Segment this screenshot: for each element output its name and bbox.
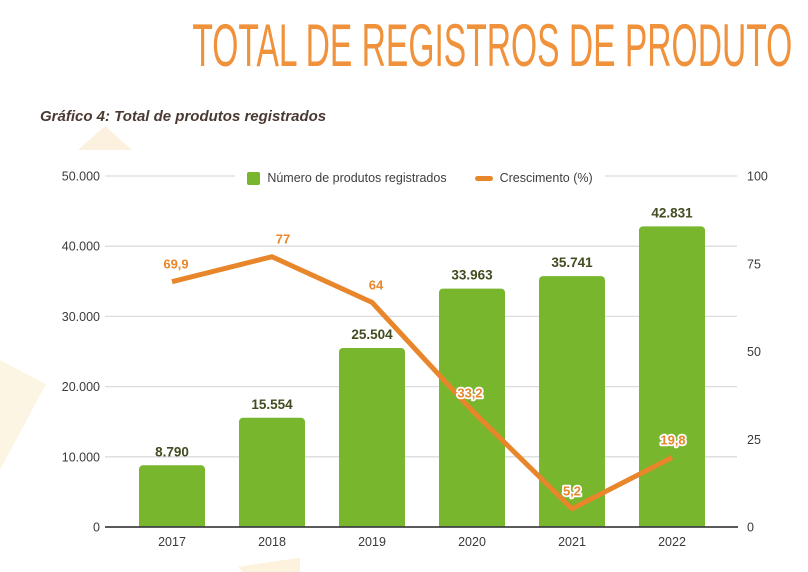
- bar-value-label: 35.741: [551, 255, 593, 270]
- right-axis-tick-label: 25: [747, 433, 761, 447]
- x-axis-category-label: 2019: [358, 535, 386, 549]
- x-axis-category-label: 2018: [258, 535, 286, 549]
- bar-2018[interactable]: [239, 417, 305, 533]
- bar-2019[interactable]: [339, 347, 405, 533]
- growth-line[interactable]: [171, 254, 674, 512]
- page-title: TOTAL DE REGISTROS DE PRODUTO: [192, 12, 792, 79]
- bar-2022[interactable]: [639, 226, 705, 533]
- right-axis-tick-label: 100: [747, 170, 768, 184]
- x-axis-category-label: 2020: [458, 535, 486, 549]
- line-value-label: 5,2: [563, 484, 581, 499]
- left-axis-tick-label: 0: [93, 521, 100, 535]
- line-value-label: 64: [369, 277, 384, 292]
- decorative-triangle: [78, 126, 132, 150]
- left-axis-tick-label: 10.000: [62, 450, 100, 464]
- legend-item-line: Crescimento (%): [474, 171, 593, 185]
- right-axis-tick-label: 75: [747, 257, 761, 271]
- right-axis-tick-label: 0: [747, 521, 754, 535]
- x-axis-category-label: 2022: [658, 535, 686, 549]
- line-value-label: 33,2: [457, 385, 482, 400]
- chart-legend: Número de produtos registrados Crescimen…: [40, 168, 800, 188]
- bar-2017[interactable]: [139, 465, 205, 533]
- left-axis-tick-label: 30.000: [62, 310, 100, 324]
- bar-2021[interactable]: [539, 276, 605, 533]
- left-axis-tick-label: 40.000: [62, 240, 100, 254]
- combo-chart[interactable]: 0 10.000 20.000 30.000 40.000 50.000 8.790 15.5…: [40, 160, 800, 570]
- legend-label-bars: Número de produtos registrados: [267, 171, 447, 185]
- legend-label-line: Crescimento (%): [499, 171, 593, 185]
- x-axis-category-label: 2017: [158, 535, 186, 549]
- line-value-label: 77: [276, 232, 290, 247]
- line-value-label: 19,8: [660, 433, 685, 448]
- chart-caption: Gráfico 4: Total de produtos registrados: [40, 108, 327, 125]
- legend-item-bars: Número de produtos registrados: [247, 171, 447, 185]
- bar-value-label: 42.831: [651, 205, 693, 220]
- line-series-swatch: [474, 175, 493, 181]
- bar-value-label: 33.963: [451, 268, 493, 283]
- x-axis-category-label: 2021: [558, 535, 586, 549]
- right-axis-tick-label: 50: [747, 345, 761, 359]
- bar-value-label: 15.554: [251, 397, 293, 412]
- left-axis-tick-label: 20.000: [62, 380, 100, 394]
- bar-series-swatch: [247, 171, 261, 185]
- left-axis-tick-label: 50.000: [62, 170, 100, 184]
- bar-value-label: 25.504: [351, 327, 393, 342]
- bar-value-label: 8.790: [155, 444, 189, 459]
- line-value-label: 69,9: [163, 257, 188, 272]
